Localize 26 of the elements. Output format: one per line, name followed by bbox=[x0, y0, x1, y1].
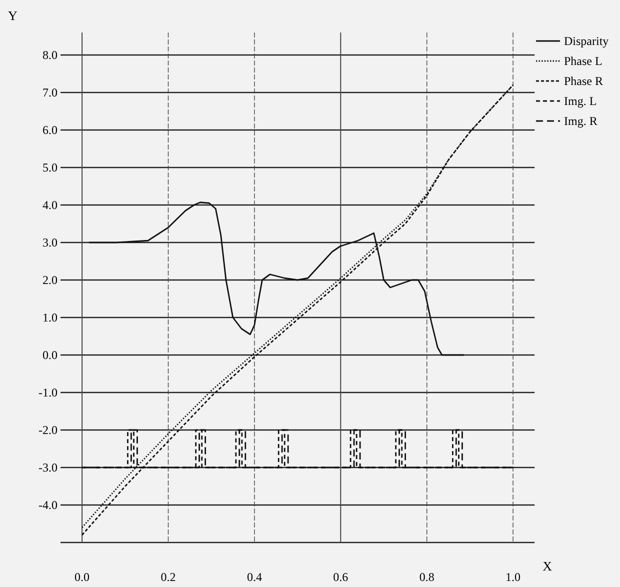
y-tick-label: 0.0 bbox=[42, 348, 58, 362]
y-tick-label: 4.0 bbox=[42, 198, 58, 212]
x-tick-label: 1.0 bbox=[506, 570, 521, 584]
y-tick-label: -2.0 bbox=[38, 423, 58, 437]
legend-label: Disparity bbox=[564, 34, 609, 48]
legend-label: Img. R bbox=[564, 114, 598, 128]
x-tick-label: 0.4 bbox=[246, 570, 262, 584]
legend-label: Phase L bbox=[564, 54, 602, 68]
x-tick-label: 0.6 bbox=[333, 570, 348, 584]
x-tick-label: 0.8 bbox=[419, 570, 434, 584]
y-tick-label: -1.0 bbox=[38, 386, 58, 400]
x-tick-label: 0.0 bbox=[74, 570, 90, 584]
y-tick-label: 1.0 bbox=[42, 310, 58, 324]
x-tick-label: 0.2 bbox=[160, 570, 176, 584]
x-axis-title: X bbox=[542, 558, 553, 574]
y-tick-label: 7.0 bbox=[42, 86, 58, 100]
y-tick-label: -4.0 bbox=[38, 498, 58, 512]
y-axis-title: Y bbox=[8, 8, 18, 23]
y-tick-label: 5.0 bbox=[42, 160, 58, 174]
y-tick-label: 2.0 bbox=[42, 273, 58, 287]
y-tick-label: 3.0 bbox=[42, 236, 58, 250]
legend-label: Img. L bbox=[564, 94, 597, 108]
legend-label: Phase R bbox=[564, 74, 603, 88]
y-tick-label: -3.0 bbox=[38, 460, 58, 474]
y-tick-label: 6.0 bbox=[42, 123, 58, 137]
y-tick-label: 8.0 bbox=[42, 48, 58, 62]
